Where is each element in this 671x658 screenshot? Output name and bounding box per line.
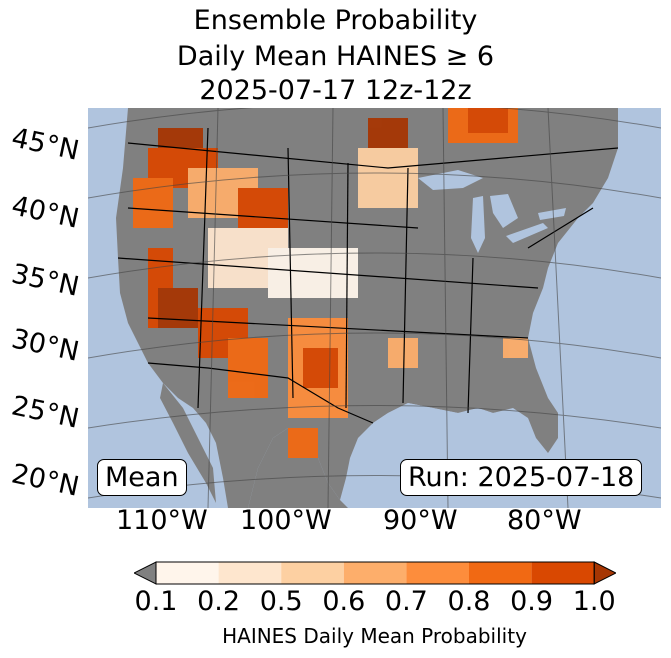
probability-shading	[133, 108, 528, 458]
mean-label: Mean	[97, 459, 187, 496]
lake-erie	[506, 223, 548, 243]
borders	[117, 127, 619, 424]
lat-label-40: 40°N	[8, 190, 82, 235]
lat-label-25: 25°N	[8, 390, 82, 435]
colorbar-bin-6	[469, 562, 532, 584]
lon-label-100: 100°W	[240, 505, 332, 536]
colorbar-tick-1: 0.1	[134, 586, 178, 617]
run-label: Run: 2025-07-18	[400, 459, 643, 496]
lake-ontario	[538, 208, 566, 220]
colorbar-tick-4: 0.6	[322, 586, 366, 617]
lon-label-80: 80°W	[507, 505, 582, 536]
colorbar-tick-8: 1.0	[572, 586, 616, 617]
lat-label-45: 45°N	[8, 122, 82, 167]
colorbar	[134, 561, 616, 585]
colorbar-tick-3: 0.5	[259, 586, 303, 617]
colorbar-bin-5	[406, 562, 469, 584]
colorbar-tick-6: 0.8	[447, 586, 491, 617]
mexico-south	[248, 428, 348, 508]
baja-peninsula	[160, 383, 216, 503]
colorbar-bin-1	[156, 562, 219, 584]
colorbar-tick-5: 0.7	[384, 586, 428, 617]
title-line-1: Ensemble Probability	[193, 5, 478, 36]
lake-huron	[490, 194, 518, 228]
colorbar-over-arrow	[593, 561, 616, 585]
colorbar-bin-2	[218, 562, 282, 584]
lat-label-35: 35°N	[8, 258, 82, 303]
lake-superior	[418, 170, 483, 190]
map-canvas	[88, 108, 661, 508]
lat-label-30: 30°N	[8, 323, 82, 368]
colorbar-bin-3	[281, 562, 344, 584]
colorbar-label: HAINES Daily Mean Probability	[222, 624, 527, 648]
lon-label-90: 90°W	[383, 505, 458, 536]
title-line-2: Daily Mean HAINES ≥ 6	[176, 41, 495, 72]
colorbar-bin-4	[343, 562, 407, 584]
lat-label-20: 20°N	[8, 458, 82, 503]
colorbar-tick-7: 0.9	[510, 586, 554, 617]
gridlines	[88, 108, 661, 508]
colorbar-tick-2: 0.2	[197, 586, 241, 617]
colorbar-under-arrow	[134, 561, 157, 585]
gulf-of-mexico	[358, 403, 528, 468]
map-panel[interactable]	[88, 108, 661, 508]
lon-label-110: 110°W	[116, 505, 208, 536]
lake-michigan	[471, 196, 485, 253]
title-line-3: 2025-07-17 12z-12z	[199, 75, 472, 106]
colorbar-bin-7	[531, 562, 595, 584]
